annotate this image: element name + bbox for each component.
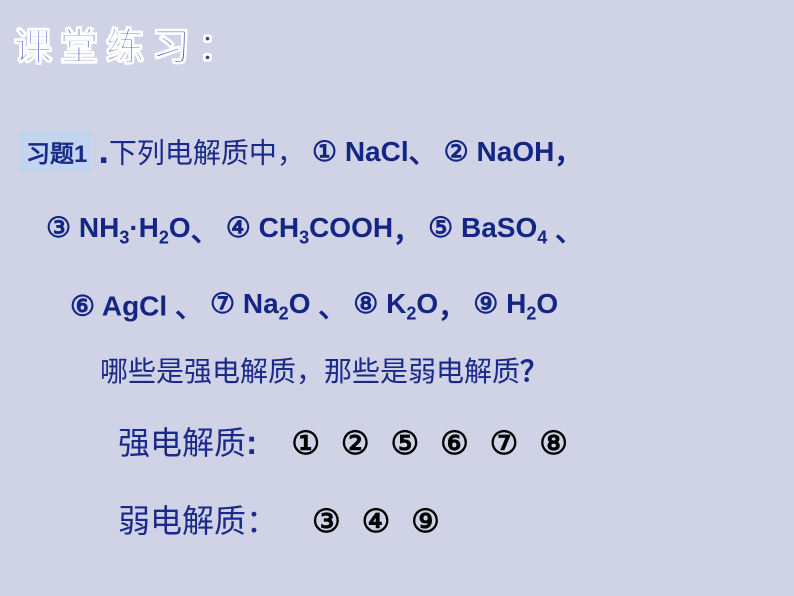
strong-electrolyte-row: 强电解质: ① ② ⑤ ⑥ ⑦ ⑧ (118, 418, 574, 464)
colon: : (246, 424, 257, 462)
item-6: ⑥ AgCl (70, 291, 175, 322)
sep: 、 (318, 292, 346, 323)
sep: ， (554, 138, 582, 169)
line-3: ⑥ AgCl 、 ⑦ Na2O 、 ⑧ K2O， ⑨ H2O (70, 286, 558, 326)
sep: ， (393, 216, 421, 247)
exercise-label: 习题1 (20, 131, 91, 172)
item-8: ⑧ K2O (353, 288, 438, 319)
sep: 、 (555, 216, 583, 247)
sep: ， (438, 292, 466, 323)
item-2: ② NaOH (444, 136, 555, 167)
weak-answer: ③ ④ ⑨ (312, 503, 446, 539)
line-1: 习题1 .下列电解质中， ① NaCl、 ② NaOH， (20, 130, 582, 173)
dot-icon: . (98, 130, 109, 172)
item-5: ⑤ BaSO4 (428, 212, 555, 243)
question-text: 哪些是强电解质，那些是弱电解质？ (100, 350, 548, 390)
line-2: ③ NH3·H2O、 ④ CH3COOH， ⑤ BaSO4 、 (46, 210, 583, 250)
sep: 、 (191, 216, 219, 247)
item-9: ⑨ H2O (473, 288, 558, 319)
weak-electrolyte-row: 弱电解质： ③ ④ ⑨ (118, 496, 446, 542)
intro-text: 下列电解质中， (109, 139, 305, 170)
slide-title: 课堂练习： (14, 16, 244, 71)
item-4: ④ CH3COOH (226, 212, 393, 243)
item-7: ⑦ Na2O (210, 288, 318, 319)
item-1: ① NaCl (312, 136, 409, 167)
weak-label: 弱电解质： (118, 503, 278, 539)
sep: 、 (175, 292, 203, 323)
strong-label: 强电解质 (118, 425, 246, 461)
strong-answer: ① ② ⑤ ⑥ ⑦ ⑧ (291, 425, 574, 461)
sep: 、 (409, 138, 437, 169)
item-3: ③ NH3·H2O (46, 212, 191, 243)
